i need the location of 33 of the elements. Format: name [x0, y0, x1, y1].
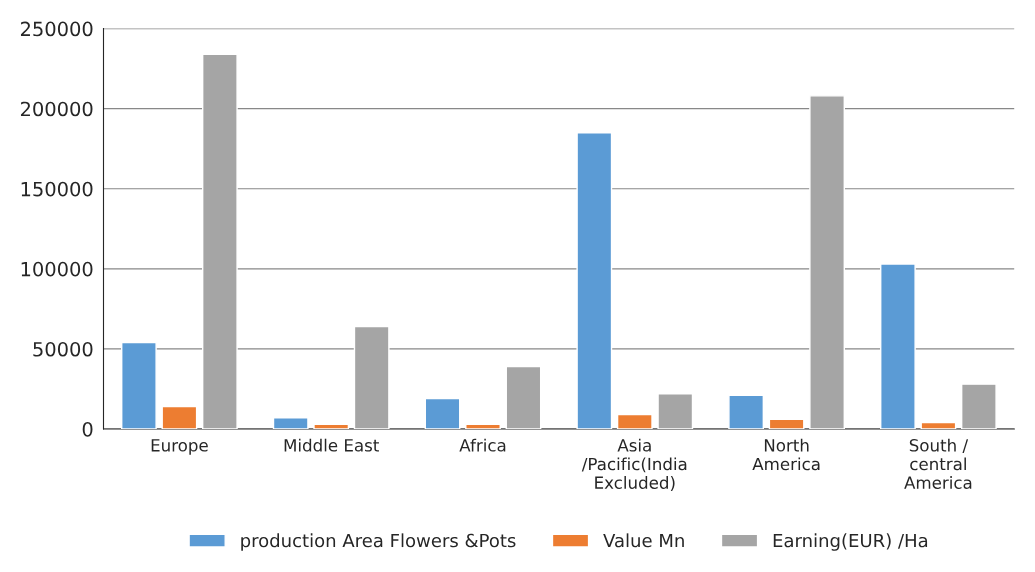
y-tick-label: 100000 — [21, 261, 93, 277]
bar — [465, 423, 501, 429]
y-tick-label: 50000 — [33, 341, 93, 357]
bar — [161, 405, 198, 429]
bar — [201, 53, 238, 429]
bar — [920, 421, 957, 429]
bar — [728, 394, 765, 429]
bar — [424, 397, 461, 429]
legend-label: Earning(EUR) /Ha — [773, 533, 928, 551]
bar — [313, 423, 350, 429]
y-tick-label: 0 — [82, 421, 93, 437]
bar — [576, 132, 613, 429]
y-tick-label: 200000 — [20, 101, 93, 117]
x-tick-label: Asia /Pacific(India Excluded) — [581, 438, 687, 491]
legend-label: production Area Flowers &Pots — [241, 533, 516, 551]
bar — [353, 325, 390, 429]
bar — [121, 341, 157, 429]
bar — [960, 383, 997, 429]
bar — [809, 95, 845, 429]
x-tick-label: Europe — [151, 439, 208, 455]
x-tick-label: South / central America — [904, 438, 972, 489]
y-tick-label: 150000 — [21, 181, 93, 197]
x-tick-label: Middle East — [284, 438, 379, 452]
x-tick-label: Africa — [459, 438, 506, 452]
bar — [616, 413, 653, 429]
x-tick-label: North America — [752, 438, 820, 471]
bar — [272, 417, 309, 429]
bar — [880, 263, 916, 429]
bar — [768, 418, 805, 429]
legend-label: Value Mn — [603, 533, 684, 548]
bar — [657, 393, 694, 429]
bar — [505, 365, 542, 429]
y-tick-label: 250000 — [20, 21, 93, 37]
